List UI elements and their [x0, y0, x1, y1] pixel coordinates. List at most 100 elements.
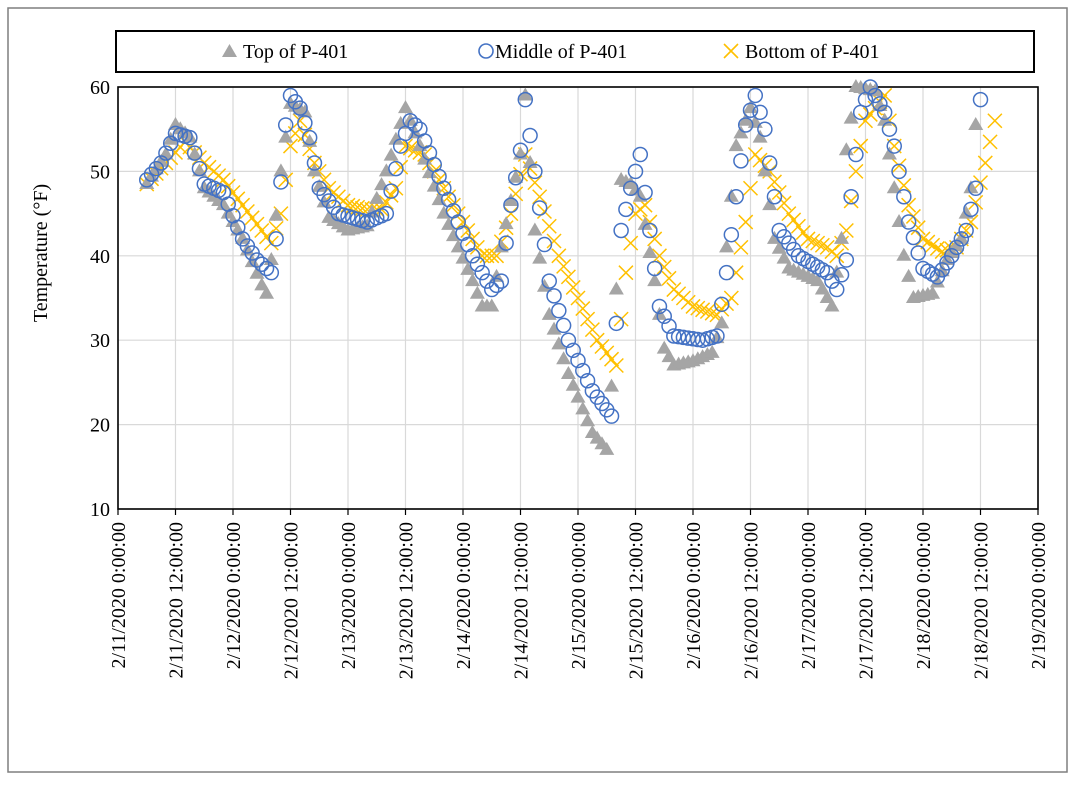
- point-middle: [153, 155, 169, 171]
- point-middle: [297, 115, 313, 131]
- point-top: [383, 147, 399, 161]
- point-middle: [761, 155, 778, 171]
- point-top: [215, 197, 231, 211]
- point-bottom: [254, 222, 270, 239]
- point-middle: [503, 197, 519, 213]
- y-axis-label: Temperature (°F): [30, 184, 52, 322]
- point-middle: [833, 267, 850, 283]
- point-middle: [656, 308, 672, 325]
- point-bottom: [469, 239, 485, 255]
- point-middle: [618, 201, 634, 218]
- point-middle: [570, 352, 586, 369]
- point-middle: [388, 160, 404, 177]
- point-middle: [522, 127, 538, 144]
- point-bottom: [766, 174, 782, 190]
- point-middle: [637, 184, 653, 201]
- point-middle: [891, 163, 907, 180]
- point-top: [388, 131, 404, 145]
- point-bottom: [393, 159, 409, 175]
- point-bottom: [656, 259, 672, 275]
- point-top: [254, 277, 270, 291]
- point-middle: [254, 256, 270, 272]
- x-tick-label: 2/14/2020 0:00:00: [453, 522, 475, 669]
- point-bottom: [599, 345, 615, 361]
- x-axis-ticks: 2/11/2020 0:00:00 2/11/2020 12:00:00 2/12/…: [108, 509, 1050, 679]
- point-bottom: [843, 193, 859, 209]
- point-top: [958, 205, 974, 219]
- point-middle: [186, 145, 203, 161]
- point-middle: [632, 146, 649, 163]
- point-bottom: [810, 235, 826, 251]
- point-bottom: [608, 357, 624, 374]
- x-tick-label: 2/18/2020 0:00:00: [913, 522, 935, 669]
- point-middle: [608, 315, 625, 332]
- point-bottom: [661, 270, 677, 286]
- point-middle: [474, 264, 490, 281]
- x-tick-label: 2/15/2020 0:00:00: [568, 522, 590, 669]
- point-middle: [560, 332, 577, 348]
- point-bottom: [699, 303, 715, 320]
- point-top: [541, 306, 557, 320]
- point-middle: [402, 113, 419, 129]
- point-middle: [148, 160, 165, 177]
- point-bottom: [455, 214, 471, 230]
- x-tick-label: 2/16/2020 12:00:00: [741, 522, 763, 679]
- point-bottom: [570, 290, 586, 306]
- point-top: [278, 129, 294, 143]
- point-bottom: [623, 235, 639, 251]
- point-middle: [306, 155, 323, 171]
- point-bottom: [532, 189, 548, 205]
- legend-marker-middle: [478, 43, 494, 59]
- point-bottom: [915, 231, 931, 247]
- point-middle: [747, 87, 764, 104]
- point-bottom: [800, 231, 816, 247]
- x-tick-label: 2/12/2020 12:00:00: [281, 522, 303, 679]
- point-top: [704, 344, 720, 358]
- point-middle: [546, 288, 562, 304]
- point-bottom: [776, 195, 792, 211]
- point-top: [738, 112, 754, 126]
- point-bottom: [987, 113, 1003, 129]
- point-top: [551, 336, 567, 350]
- point-top: [421, 165, 437, 179]
- point-top: [565, 377, 581, 391]
- point-middle: [709, 328, 725, 344]
- point-middle: [881, 121, 898, 137]
- point-top: [968, 116, 984, 130]
- point-bottom: [795, 225, 811, 241]
- point-bottom: [589, 332, 605, 348]
- point-top: [608, 281, 624, 295]
- point-top: [709, 330, 725, 344]
- point-top: [580, 413, 596, 427]
- x-tick-label: 2/12/2020 0:00:00: [223, 522, 245, 669]
- point-middle: [766, 188, 783, 205]
- series-circle: [139, 79, 989, 424]
- point-middle: [541, 273, 557, 289]
- point-middle: [910, 245, 926, 261]
- point-middle: [963, 201, 979, 218]
- point-top: [896, 247, 912, 261]
- point-bottom: [929, 240, 945, 256]
- point-top: [872, 97, 888, 111]
- point-top: [901, 268, 917, 282]
- x-tick-label: 2/17/2020 0:00:00: [798, 522, 820, 669]
- point-bottom: [546, 233, 562, 249]
- point-top: [647, 273, 663, 287]
- point-top: [733, 125, 749, 139]
- point-bottom: [249, 216, 265, 232]
- point-top: [570, 389, 586, 403]
- point-middle: [162, 135, 179, 152]
- point-middle: [258, 260, 275, 277]
- point-top: [656, 340, 672, 354]
- point-bottom: [340, 197, 356, 213]
- point-top: [508, 169, 524, 183]
- point-top: [723, 188, 739, 202]
- point-top: [469, 285, 485, 299]
- point-middle: [642, 222, 658, 239]
- x-tick-label: 2/18/2020 12:00:00: [971, 522, 993, 679]
- point-middle: [565, 342, 581, 359]
- point-top: [752, 129, 768, 143]
- point-middle: [896, 188, 912, 205]
- data-marks: [139, 79, 1003, 455]
